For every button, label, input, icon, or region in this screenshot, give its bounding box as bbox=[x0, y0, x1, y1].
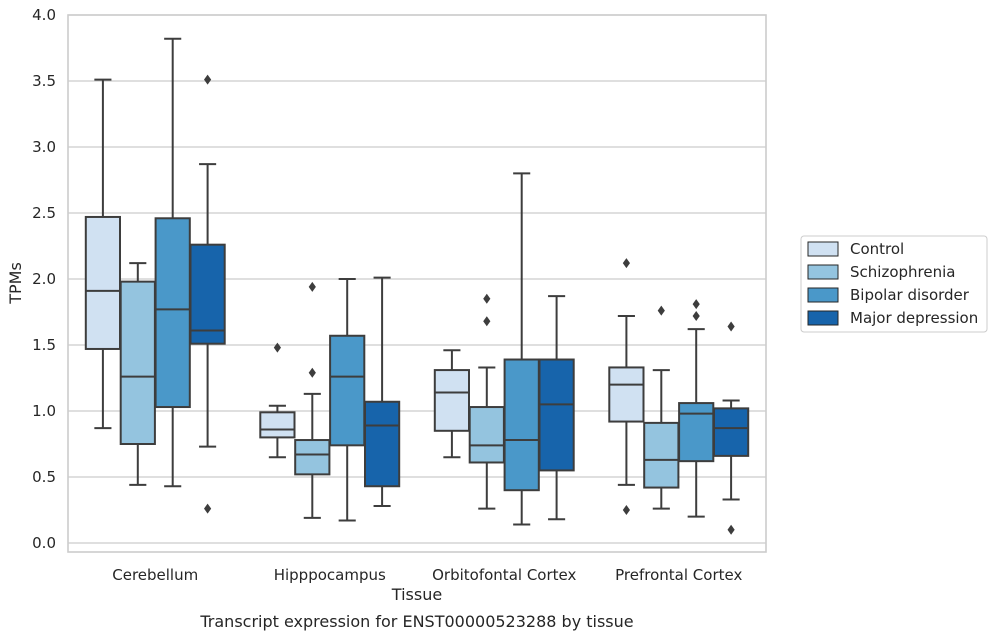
outlier-point bbox=[622, 505, 630, 515]
outlier-point bbox=[308, 367, 316, 378]
box bbox=[294, 281, 331, 519]
series-control bbox=[84, 78, 645, 515]
series-schizophrenia bbox=[119, 262, 680, 519]
y-tick-label: 3.0 bbox=[32, 138, 56, 156]
legend-label: Control bbox=[850, 240, 904, 258]
x-tick-labels: Cerebellum Hipppocampus Orbitofontal Corte… bbox=[112, 566, 742, 584]
series-bipolar-disorder bbox=[154, 37, 715, 526]
x-tick-label: Cerebellum bbox=[112, 566, 198, 584]
outlier-point bbox=[273, 342, 281, 353]
legend: Control Schizophrenia Bipolar disorder Majo… bbox=[800, 235, 988, 333]
box bbox=[433, 349, 471, 459]
outlier-point bbox=[308, 281, 316, 292]
legend-label: Major depression bbox=[850, 309, 978, 327]
legend-swatch bbox=[807, 310, 839, 326]
legend-label: Bipolar disorder bbox=[850, 286, 970, 304]
outlier-point bbox=[657, 305, 665, 316]
box bbox=[712, 321, 750, 535]
box-iqr bbox=[363, 400, 401, 488]
box bbox=[608, 258, 645, 515]
box-series bbox=[84, 37, 750, 535]
box bbox=[189, 74, 226, 514]
box-iqr bbox=[712, 407, 750, 457]
x-tick-label: Hipppocampus bbox=[274, 566, 386, 584]
box-iqr bbox=[503, 358, 540, 492]
box bbox=[363, 276, 401, 508]
box-iqr bbox=[119, 280, 156, 446]
box-iqr bbox=[189, 243, 226, 345]
box bbox=[119, 262, 156, 486]
legend-label: Schizophrenia bbox=[850, 263, 955, 281]
x-axis-title: Tissue bbox=[391, 585, 442, 604]
y-axis-title: TPMs bbox=[6, 262, 25, 305]
outlier-point bbox=[204, 503, 212, 514]
y-tick-labels: 0.0 0.5 1.0 1.5 2.0 2.5 3.0 3.5 4.0 bbox=[32, 6, 56, 552]
y-tick-label: 2.0 bbox=[32, 270, 56, 288]
legend-swatch bbox=[807, 241, 839, 257]
y-tick-label: 1.5 bbox=[32, 336, 56, 354]
series-major-depression bbox=[189, 74, 750, 535]
box-iqr bbox=[608, 366, 645, 423]
box bbox=[643, 305, 680, 510]
box-iqr bbox=[259, 411, 296, 439]
outlier-point bbox=[692, 310, 700, 321]
box bbox=[468, 293, 505, 510]
outlier-point bbox=[727, 321, 735, 332]
box-iqr bbox=[643, 421, 680, 489]
legend-swatch bbox=[807, 264, 839, 280]
grid bbox=[68, 14, 766, 544]
x-tick-label: Prefrontal Cortex bbox=[615, 566, 742, 584]
box-iqr bbox=[329, 334, 366, 447]
outlier-point bbox=[483, 316, 491, 327]
box bbox=[329, 278, 366, 522]
box bbox=[84, 78, 122, 430]
x-tick-label: Orbitofontal Cortex bbox=[432, 566, 576, 584]
y-tick-label: 1.0 bbox=[32, 402, 56, 420]
box bbox=[503, 172, 540, 526]
box bbox=[678, 299, 715, 518]
box-iqr bbox=[294, 439, 331, 476]
y-tick-label: 2.5 bbox=[32, 204, 56, 222]
chart-caption: Transcript expression for ENST0000052328… bbox=[199, 612, 633, 631]
box-iqr bbox=[154, 217, 191, 409]
legend-frame bbox=[800, 235, 988, 333]
y-tick-label: 3.5 bbox=[32, 72, 56, 90]
y-tick-label: 0.0 bbox=[32, 534, 56, 552]
y-tick-label: 0.5 bbox=[32, 468, 56, 486]
y-tick-label: 4.0 bbox=[32, 6, 56, 24]
box-iqr bbox=[678, 402, 715, 463]
box-iqr bbox=[84, 215, 122, 350]
outlier-point bbox=[483, 293, 491, 304]
box-iqr bbox=[433, 369, 471, 432]
outlier-point bbox=[622, 258, 630, 269]
outlier-point bbox=[727, 524, 735, 535]
box-iqr bbox=[538, 358, 575, 472]
box bbox=[259, 342, 296, 459]
box-iqr bbox=[468, 406, 505, 464]
legend-swatch bbox=[807, 287, 839, 303]
box bbox=[538, 295, 575, 521]
outlier-point bbox=[692, 299, 700, 310]
outlier-point bbox=[204, 74, 212, 85]
